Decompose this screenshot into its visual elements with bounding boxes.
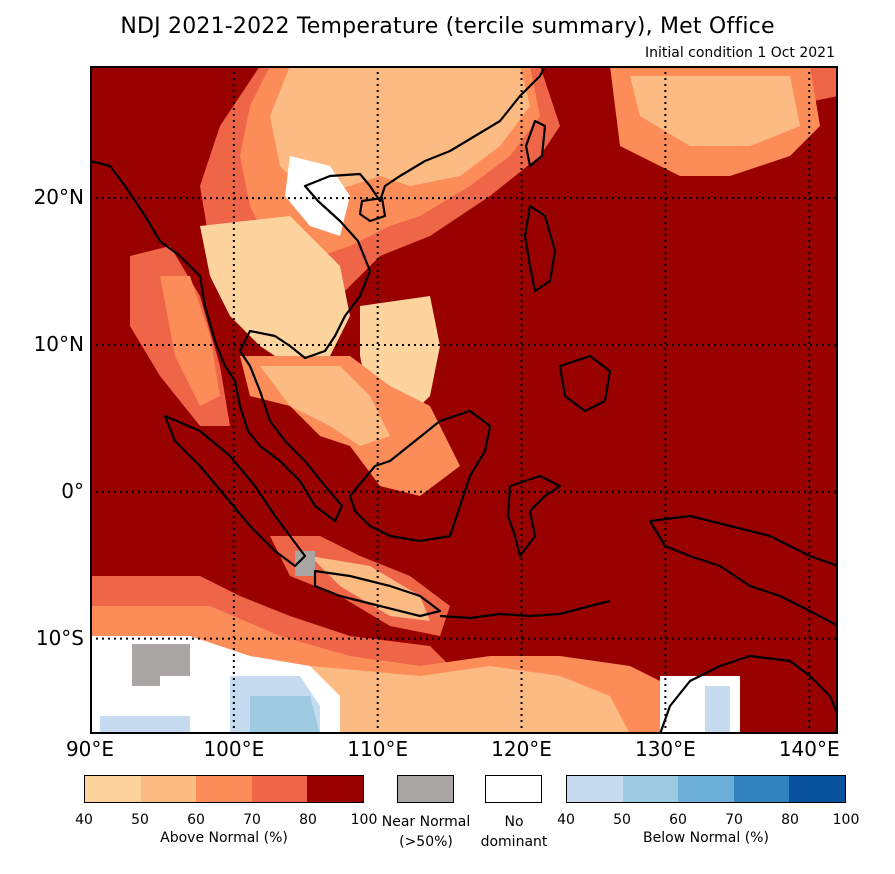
- no-dominant-label-line2: dominant: [480, 834, 548, 850]
- colorbar-segment: [678, 776, 734, 802]
- near-normal-label-line1: Near Normal: [381, 814, 471, 830]
- coastline-australia: [658, 654, 838, 734]
- lon-label: 100°E: [203, 737, 265, 761]
- above-normal-colorbar: [84, 775, 364, 803]
- lon-label: 120°E: [491, 737, 552, 761]
- colorbar-tick-label: 70: [725, 812, 743, 828]
- colorbar-tick-label: 50: [613, 812, 631, 828]
- no-dominant-swatch: [485, 775, 542, 803]
- colorbar-segment: [196, 776, 252, 802]
- region-above-50-60-gulf: [260, 366, 390, 446]
- lon-label: 90°E: [65, 737, 115, 761]
- map-frame: [90, 66, 838, 734]
- colorbar-segment: [251, 776, 308, 802]
- lat-label: 20°N: [33, 185, 84, 210]
- region-below-40-50-swedge: [100, 716, 190, 734]
- colorbar-tick-label: 60: [669, 812, 687, 828]
- coastline-taiwan: [524, 119, 547, 168]
- colorbar-tick-label: 80: [781, 812, 799, 828]
- near-normal-label: Near Normal (>50%): [370, 812, 482, 852]
- region-above-60-70-west: [160, 276, 220, 406]
- colorbar-tick-label: 40: [557, 812, 575, 828]
- colorbar-segment: [567, 776, 623, 802]
- lon-label: 140°E: [778, 737, 840, 761]
- lat-label: 10°S: [35, 625, 84, 650]
- no-dominant-label-line1: No: [504, 814, 524, 830]
- colorbar-tick-label: 100: [832, 812, 860, 828]
- coastline-lesser-sunda: [439, 599, 611, 620]
- region-above-50-60-north: [270, 66, 530, 196]
- coastline-philippines-mindanao: [558, 354, 612, 413]
- colorbar-tick-label: 70: [243, 812, 261, 828]
- near-normal-swatch: [397, 775, 454, 803]
- colorbar-tick-label: 60: [187, 812, 205, 828]
- below-normal-title: Below Normal (%): [643, 830, 769, 846]
- colorbar-segment: [140, 776, 197, 802]
- lat-label: 0°: [61, 478, 84, 503]
- region-above-50-60-java: [310, 556, 430, 621]
- colorbar-segment: [622, 776, 679, 802]
- map-subtitle: Initial condition 1 Oct 2021: [644, 45, 835, 61]
- region-above-50-60-south: [310, 666, 630, 734]
- coastline-borneo: [348, 409, 492, 543]
- colorbar-segment: [733, 776, 790, 802]
- coastline-java: [313, 569, 442, 618]
- coastline-new-guinea: [648, 514, 838, 628]
- region-above-50-60-ne: [630, 76, 800, 146]
- colorbar-tick-label: 50: [131, 812, 149, 828]
- colorbar-tick-label: 100: [350, 812, 378, 828]
- region-above-40-50-indochina: [200, 216, 350, 366]
- map-title: NDJ 2021-2022 Temperature (tercile summa…: [120, 14, 775, 39]
- below-normal-colorbar: [566, 775, 846, 803]
- coastline-sulawesi: [506, 474, 562, 558]
- no-dominant-label: No dominant: [470, 812, 558, 852]
- near-normal-label-line2: (>50%): [399, 834, 453, 850]
- colorbar-tick-label: 80: [299, 812, 317, 828]
- colorbar-segment: [307, 776, 363, 802]
- lat-label: 10°N: [33, 331, 84, 356]
- region-below-50-60-sw: [250, 696, 320, 734]
- region-near-normal-java: [295, 551, 315, 576]
- region-near-normal-sw: [132, 644, 190, 686]
- above-normal-title: Above Normal (%): [160, 830, 288, 846]
- colorbar-segment: [85, 776, 141, 802]
- coastline-mainland: [90, 66, 546, 523]
- region-below-40-50-se: [705, 686, 730, 734]
- lon-label: 110°E: [347, 737, 409, 761]
- lon-label: 130°E: [634, 737, 696, 761]
- tercile-map: [90, 66, 838, 734]
- colorbar-segment: [789, 776, 845, 802]
- coastline-philippines-luzon: [523, 204, 557, 293]
- colorbar-tick-label: 40: [75, 812, 93, 828]
- coastline-sumatra: [163, 414, 307, 568]
